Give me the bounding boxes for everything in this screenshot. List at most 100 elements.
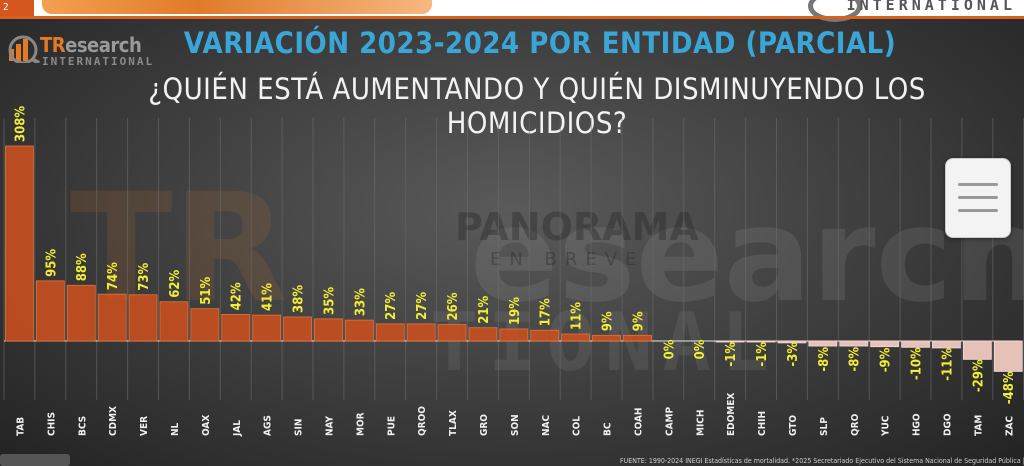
top-strip: 2 INTERNATIONAL — [0, 0, 1024, 22]
category-label: CAMP — [664, 406, 675, 436]
value-label: 0% — [662, 339, 677, 359]
bar — [870, 340, 900, 348]
value-label: -8% — [848, 347, 863, 372]
category-label: CHIS — [46, 412, 57, 436]
category-label: SON — [510, 414, 521, 436]
value-label: 33% — [353, 288, 368, 316]
value-label: -48% — [1002, 371, 1017, 404]
value-label: 27% — [384, 292, 399, 320]
value-label: 26% — [446, 292, 461, 320]
category-label: QRO — [850, 413, 861, 436]
value-label: 62% — [168, 269, 183, 297]
logo-chart-icon — [8, 35, 40, 63]
menu-line-icon — [958, 209, 998, 212]
bar — [715, 340, 745, 343]
bar — [623, 334, 652, 342]
value-label: -1% — [755, 342, 770, 367]
value-label: 9% — [601, 311, 616, 331]
bar — [190, 308, 220, 342]
value-label: -29% — [971, 359, 986, 392]
value-label: 35% — [322, 287, 337, 315]
bar — [5, 145, 34, 342]
category-label: CDMX — [108, 406, 119, 436]
category-label: EDOMEX — [726, 393, 737, 436]
bar — [159, 301, 189, 342]
bar — [468, 327, 498, 342]
bar — [561, 333, 591, 342]
value-label: 19% — [508, 297, 523, 325]
category-label: AGS — [263, 415, 274, 436]
category-label: TAM — [973, 415, 984, 436]
category-label: OAX — [201, 415, 212, 436]
bar — [97, 293, 127, 342]
value-label: 11% — [570, 302, 585, 330]
logo-brand-rest: esearch — [65, 33, 142, 57]
logo-brand: TResearch — [40, 33, 142, 57]
bar — [252, 314, 282, 342]
value-label: 0% — [693, 339, 708, 359]
category-label: QROO — [417, 406, 428, 436]
category-label: GRO — [479, 414, 490, 436]
value-label: 21% — [477, 295, 492, 323]
bar — [375, 323, 405, 342]
category-label: COAH — [633, 408, 644, 436]
scroll-handle[interactable] — [0, 454, 70, 466]
bar — [406, 323, 436, 342]
bar — [35, 280, 65, 342]
value-label: 17% — [539, 298, 554, 326]
bar — [932, 340, 961, 349]
value-label: -10% — [910, 347, 925, 380]
bar — [962, 340, 992, 360]
category-label: SIN — [294, 419, 305, 436]
value-label: 95% — [44, 249, 59, 277]
bar — [128, 294, 158, 342]
value-label: 308% — [13, 106, 28, 142]
value-label: -1% — [724, 342, 739, 367]
value-label: -3% — [786, 342, 801, 367]
header-divider — [0, 16, 1024, 19]
menu-line-icon — [958, 183, 998, 186]
bar — [901, 340, 930, 348]
chart-subtitle: ¿QUIÉN ESTÁ AUMENTANDO Y QUIÉN DISMINUYE… — [148, 72, 926, 140]
category-label: MICH — [695, 410, 706, 436]
value-label: 41% — [261, 283, 276, 311]
bar — [66, 284, 96, 342]
category-label: MOR — [355, 412, 366, 436]
bar — [808, 340, 838, 347]
hamburger-menu-button[interactable] — [945, 158, 1011, 238]
chart-title: VARIACIÓN 2023-2024 POR ENTIDAD (PARCIAL… — [183, 26, 897, 60]
category-label: TAB — [15, 417, 26, 436]
category-label: BCS — [77, 416, 88, 436]
value-label: 73% — [137, 263, 152, 291]
category-label: CHIH — [757, 411, 768, 436]
bar — [746, 340, 776, 343]
category-label: DGO — [942, 413, 953, 436]
bar — [530, 329, 560, 342]
category-label: YUC — [881, 415, 892, 437]
source-note: FUENTE: 1990-2024 INEGI Estadísticas de … — [620, 457, 1024, 465]
bar — [437, 324, 467, 342]
header-orange-bar — [42, 0, 432, 14]
category-label: JAL — [232, 420, 243, 437]
category-label: NAY — [324, 415, 335, 436]
value-label: 74% — [106, 262, 121, 290]
value-label: 42% — [230, 282, 245, 310]
value-label: -8% — [817, 347, 832, 372]
bar — [314, 318, 343, 342]
tresearch-logo: TResearch INTERNATIONAL — [6, 31, 152, 71]
category-label: VER — [139, 416, 150, 436]
header-brand-text: INTERNATIONAL — [846, 0, 1016, 14]
category-label: BC — [603, 422, 614, 436]
bar — [993, 340, 1023, 372]
value-label: 88% — [75, 253, 90, 281]
category-label: HGO — [912, 413, 923, 436]
category-label: COL — [572, 416, 583, 436]
bar — [592, 334, 621, 342]
bar — [777, 340, 807, 344]
menu-line-icon — [958, 196, 998, 199]
bar — [344, 319, 374, 342]
brand-ring-icon — [808, 0, 862, 22]
category-label: NL — [170, 422, 181, 436]
